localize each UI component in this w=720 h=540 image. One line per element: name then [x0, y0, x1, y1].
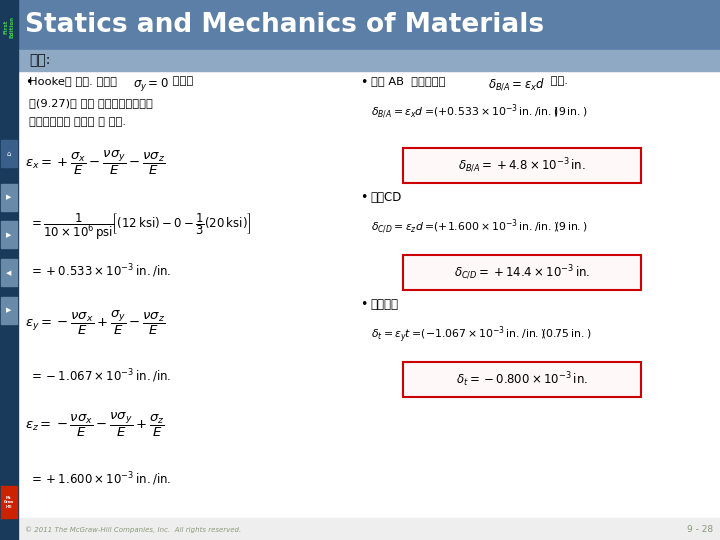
Text: $\delta_t = \varepsilon_y t = \!\left(-1.067\times10^{-3}\,\mathrm{in./in.}\righ: $\delta_t = \varepsilon_y t = \!\left(-1… — [371, 324, 591, 345]
Text: $\varepsilon_y = -\dfrac{\nu\sigma_x}{E} + \dfrac{\sigma_y}{E} - \dfrac{\nu\sigm: $\varepsilon_y = -\dfrac{\nu\sigma_x}{E}… — [25, 308, 166, 336]
Bar — [18, 518, 720, 540]
Text: 이므로: 이므로 — [169, 76, 194, 86]
Text: © 2011 The McGraw-Hill Companies, Inc.  All rights reserved.: © 2011 The McGraw-Hill Companies, Inc. A… — [25, 526, 241, 532]
Bar — [18, 50, 720, 71]
Text: First
Edition: First Edition — [4, 16, 14, 38]
Text: $\delta_{B/A} = \varepsilon_x d$: $\delta_{B/A} = \varepsilon_x d$ — [488, 76, 545, 92]
Text: ▶: ▶ — [6, 307, 12, 314]
Text: ▶: ▶ — [6, 232, 12, 238]
Text: 이다.: 이다. — [547, 76, 568, 86]
Text: $= -1.067\times10^{-3}\,\mathrm{in./in.}$: $= -1.067\times10^{-3}\,\mathrm{in./in.}… — [29, 368, 171, 386]
Bar — [1, 140, 17, 167]
Text: 판의두께: 판의두께 — [371, 298, 399, 311]
Text: 수직변형률을 계산할 수 있다.: 수직변형률을 계산할 수 있다. — [29, 117, 126, 127]
Text: $\varepsilon_z = -\dfrac{\nu\sigma_x}{E} - \dfrac{\nu\sigma_y}{E} + \dfrac{\sigm: $\varepsilon_z = -\dfrac{\nu\sigma_x}{E}… — [25, 411, 165, 439]
FancyBboxPatch shape — [403, 148, 641, 183]
Bar — [1, 221, 17, 248]
Bar — [1, 184, 17, 211]
Text: Mc
Graw
Hill: Mc Graw Hill — [4, 496, 14, 509]
Text: $\delta_{B/A} = \varepsilon_x d = \!\left(+0.533\times10^{-3}\,\mathrm{in./in.}\: $\delta_{B/A} = \varepsilon_x d = \!\lef… — [371, 102, 588, 121]
Text: $\delta_{C/D} = +14.4\times10^{-3}\,\mathrm{in.}$: $\delta_{C/D} = +14.4\times10^{-3}\,\mat… — [454, 264, 590, 281]
Text: $\sigma_y = 0$: $\sigma_y = 0$ — [133, 76, 169, 93]
Text: Statics and Mechanics of Materials: Statics and Mechanics of Materials — [25, 12, 544, 38]
Text: Hooke의 법칙. 여기서: Hooke의 법칙. 여기서 — [29, 76, 117, 86]
Text: $\varepsilon_x = +\dfrac{\sigma_x}{E} - \dfrac{\nu\sigma_y}{E} - \dfrac{\nu\sigm: $\varepsilon_x = +\dfrac{\sigma_x}{E} - … — [25, 149, 166, 177]
Text: ⌂: ⌂ — [6, 151, 12, 157]
Bar — [0, 0, 18, 540]
Text: 식(9.27)에 의해 각좌표계방향으로: 식(9.27)에 의해 각좌표계방향으로 — [29, 98, 153, 108]
Text: 직경CD: 직경CD — [371, 191, 402, 204]
Bar — [1, 259, 17, 286]
Text: •: • — [360, 191, 367, 204]
Text: ◀: ◀ — [6, 269, 12, 276]
Text: 9 - 28: 9 - 28 — [687, 525, 713, 534]
Bar — [1, 486, 17, 518]
Text: 풀이:: 풀이: — [29, 53, 50, 68]
Text: •: • — [25, 76, 32, 89]
FancyBboxPatch shape — [403, 255, 641, 290]
Text: $= +0.533\times10^{-3}\,\mathrm{in./in.}$: $= +0.533\times10^{-3}\,\mathrm{in./in.}… — [29, 262, 171, 280]
Text: $= +1.600\times10^{-3}\,\mathrm{in./in.}$: $= +1.600\times10^{-3}\,\mathrm{in./in.}… — [29, 470, 171, 488]
Text: •: • — [360, 298, 367, 311]
Text: 직경 AB  길이변화는: 직경 AB 길이변화는 — [371, 76, 445, 86]
Bar — [1, 297, 17, 324]
Text: $\delta_{C/D} = \varepsilon_z d = \!\left(+1.600\times10^{-3}\,\mathrm{in./in.}\: $\delta_{C/D} = \varepsilon_z d = \!\lef… — [371, 217, 588, 236]
FancyBboxPatch shape — [403, 362, 641, 397]
Text: ▶: ▶ — [6, 194, 12, 200]
Bar — [18, 0, 720, 50]
Text: $\delta_{B/A} = +4.8\times10^{-3}\,\mathrm{in.}$: $\delta_{B/A} = +4.8\times10^{-3}\,\math… — [458, 157, 586, 174]
Text: $\delta_t = -0.800\times10^{-3}\,\mathrm{in.}$: $\delta_t = -0.800\times10^{-3}\,\mathrm… — [456, 370, 588, 389]
Text: $= \dfrac{1}{10\times10^6\,\mathrm{psi}}\!\left[(12\,\mathrm{ksi})-0-\dfrac{1}{3: $= \dfrac{1}{10\times10^6\,\mathrm{psi}}… — [29, 211, 251, 242]
Text: •: • — [360, 76, 367, 89]
